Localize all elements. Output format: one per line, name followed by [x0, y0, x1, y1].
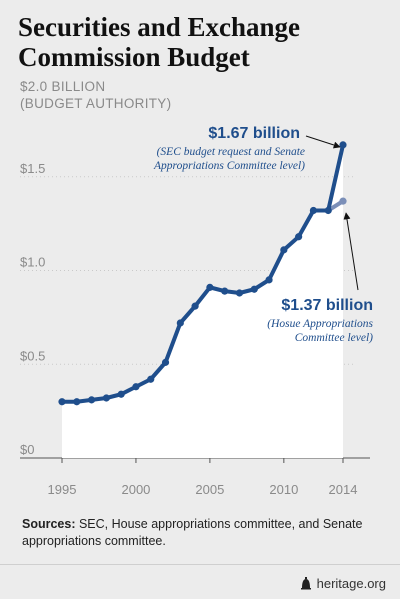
data-point-0-2000	[132, 383, 140, 391]
x-tick-label-3: 2010	[269, 482, 298, 497]
data-point-1-2014	[339, 197, 347, 205]
sources-text: SEC, House appropriations committee, and…	[22, 517, 363, 548]
liberty-bell-icon	[300, 577, 311, 590]
x-tick-label-0: 1995	[48, 482, 77, 497]
y-tick-label-3: $1.5	[20, 161, 45, 176]
title-line-1: Securities and Exchange	[18, 12, 301, 42]
sources-note: Sources: SEC, House appropriations commi…	[22, 516, 382, 550]
area-under-line	[62, 144, 343, 458]
data-point-0-2011	[295, 233, 303, 241]
data-point-0-2010	[280, 246, 288, 254]
data-point-0-2009	[265, 276, 273, 284]
data-point-0-1997	[87, 396, 96, 404]
title-line-2: Commission Budget	[18, 42, 250, 72]
y-tick-label-0: $0	[20, 442, 34, 457]
data-point-0-2013	[324, 206, 332, 215]
data-point-0-2007	[235, 289, 244, 297]
annotation-1-note-line-2: Appropriations Committee level)	[153, 160, 305, 172]
data-point-0-2006	[221, 287, 229, 295]
x-tick-label-4: 2014	[329, 482, 358, 497]
chart-title: Securities and Exchange Commission Budge…	[18, 12, 388, 72]
annotation-1-arrow	[305, 135, 341, 149]
brand-name: heritage.org	[316, 576, 386, 591]
budget-line-chart: $2.0 BILLION (BUDGET AUTHORITY) $0 $0.5 $1…	[20, 79, 374, 497]
unit-label-line-2: (BUDGET AUTHORITY)	[20, 96, 171, 111]
x-tick-label-2: 2005	[195, 482, 224, 497]
data-point-0-2008	[250, 285, 258, 293]
data-point-0-2005	[206, 283, 214, 291]
data-point-0-2003	[176, 319, 184, 327]
annotation-2-value: $1.37 billion	[281, 297, 373, 314]
annotation-2-note-line-2: Committee level)	[295, 332, 373, 344]
unit-label-line-1: $2.0 BILLION	[20, 79, 105, 94]
data-point-0-2002	[161, 358, 170, 366]
brand-footer[interactable]: heritage.org	[300, 576, 386, 591]
data-point-0-2012	[309, 206, 318, 215]
annotation-2-arrow	[343, 212, 359, 291]
data-point-0-2001	[147, 375, 155, 383]
footer-divider	[0, 564, 400, 565]
y-tick-label-1: $0.5	[20, 348, 45, 363]
data-point-0-1998	[102, 394, 110, 402]
annotation-1-value: $1.67 billion	[208, 125, 300, 142]
sources-label: Sources:	[22, 517, 76, 531]
data-point-0-1995	[58, 398, 66, 406]
annotation-2-note-line-1: (Hosue Appropriations	[267, 318, 373, 330]
data-point-0-2014	[339, 141, 347, 149]
data-point-0-1996	[73, 398, 81, 406]
y-tick-label-2: $1.0	[20, 255, 45, 270]
data-point-0-1999	[117, 390, 125, 398]
annotation-1-note-line-1: (SEC budget request and Senate	[157, 146, 305, 158]
data-point-0-2004	[191, 302, 199, 310]
x-tick-label-1: 2000	[121, 482, 150, 497]
